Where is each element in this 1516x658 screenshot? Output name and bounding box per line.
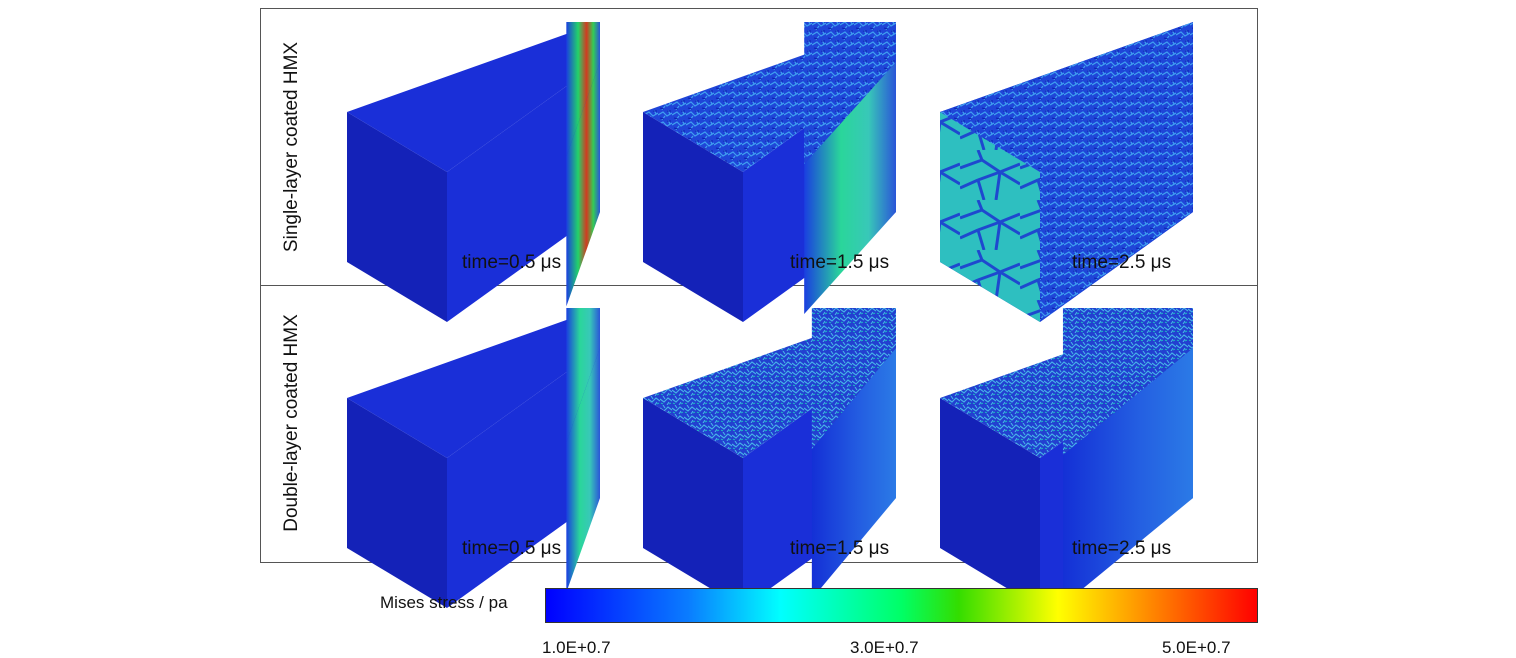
time-label-r2-c3: time=2.5 μs	[1072, 538, 1172, 559]
time-label-r2-c1: time=0.5 μs	[462, 538, 562, 559]
colorbar-tick-max: 5.0E+0.7	[1162, 638, 1231, 657]
box-left-face	[940, 398, 1040, 608]
box-right-face	[447, 62, 600, 322]
box-top-band	[1062, 308, 1193, 455]
box-stress-texture	[1040, 62, 1193, 322]
stress-box-r1-c2	[643, 22, 896, 322]
box-stress-band	[804, 62, 896, 314]
stress-box-r2-c1	[347, 308, 600, 608]
box-top-face	[347, 308, 600, 458]
box-top-band	[566, 22, 600, 157]
stress-box-r2-c2	[643, 308, 896, 608]
box-top-texture	[940, 22, 1193, 172]
box-grain-cells	[940, 112, 1040, 322]
colorbar-tick-mid: 3.0E+0.7	[850, 638, 919, 657]
stress-box-r1-c3	[940, 22, 1193, 322]
box-stress-band	[1062, 348, 1193, 605]
box-stress-band	[811, 348, 896, 599]
time-label-r1-c2: time=1.5 μs	[790, 252, 890, 273]
time-label-r2-c2: time=1.5 μs	[790, 538, 890, 559]
colorbar	[545, 588, 1258, 623]
time-label-r1-c1: time=0.5 μs	[462, 252, 562, 273]
box-top-band	[804, 22, 896, 164]
box-left-face	[643, 112, 743, 322]
box-left-face	[347, 398, 447, 608]
box-top-band	[811, 308, 896, 449]
time-label-r1-c3: time=2.5 μs	[1072, 252, 1172, 273]
box-stress-band	[566, 62, 600, 307]
box-top-band	[566, 308, 600, 443]
stress-box-r1-c1	[347, 22, 600, 322]
colorbar-title: Mises stress / pa	[380, 593, 508, 612]
box-top-face	[347, 22, 600, 172]
stress-box-r2-c3	[940, 308, 1193, 608]
box-left-face	[347, 112, 447, 322]
box-right-face	[447, 348, 600, 608]
box-stress-band	[566, 348, 600, 593]
colorbar-tick-min: 1.0E+0.7	[542, 638, 611, 657]
box-left-face	[643, 398, 743, 608]
